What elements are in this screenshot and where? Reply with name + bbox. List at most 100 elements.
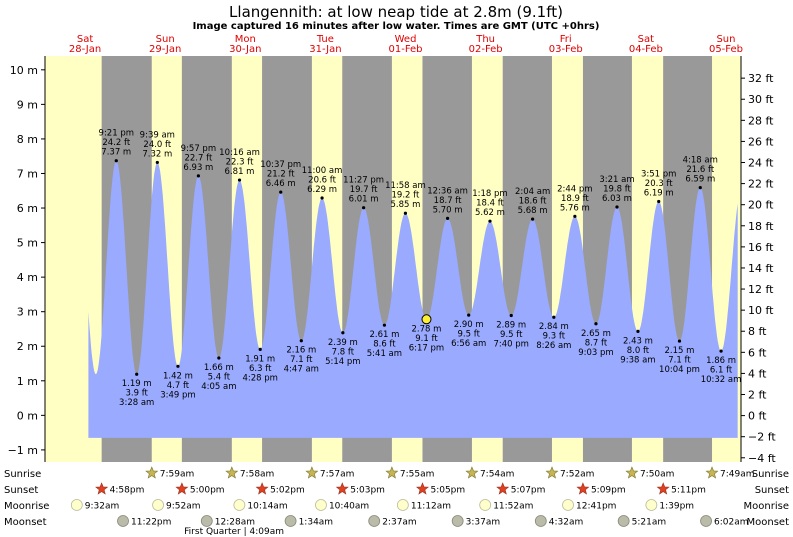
event-time: 5:00pm [190,486,225,496]
high-tide-label: 6.19 m [644,188,674,198]
high-tide-label: 3:21 am [599,175,634,185]
y-tick-label-ft: 14 ft [748,262,774,275]
sunrise-icon [145,466,159,479]
y-tick-label-m: 1 m [17,375,38,388]
event-time: 7:57am [320,470,355,480]
sunset-icon [656,482,670,495]
y-tick-label-ft: 4 ft [748,367,767,380]
high-tide-label: 18.7 ft [434,196,462,206]
event-time: 3:37am [466,518,501,528]
y-tick-label-ft: 30 ft [748,93,774,106]
low-tide-point [135,372,139,376]
moonset-icon [700,515,712,527]
event-row-label-left: Moonrise [4,501,49,512]
low-tide-point [299,339,303,343]
high-tide-label: 7.32 m [142,149,172,159]
low-tide-label: 1.86 m [706,356,736,366]
high-tide-label: 2:44 pm [557,184,592,194]
low-tide-label: 4:47 am [284,365,319,375]
day-label-date: 31-Jan [309,44,341,55]
moon-phase-label: First Quarter | 4:09am [184,527,284,537]
high-tide-label: 19.2 ft [392,191,420,201]
high-tide-label: 5.62 m [475,208,505,218]
high-tide-label: 9:39 am [140,130,175,140]
sunset-icon [335,482,349,495]
y-tick-label-m: 7 m [17,167,38,180]
event-time: 5:21am [632,518,667,528]
high-tide-label: 4:18 am [683,156,718,166]
y-tick-label-ft: 0 ft [748,410,767,423]
high-tide-point [573,214,577,218]
event-time: 7:54am [480,470,515,480]
y-tick-label-ft: 22 ft [748,178,774,191]
high-tide-point [698,186,702,190]
low-tide-label: 2.78 m [412,324,442,334]
moonrise-icon [479,499,492,511]
event-time: 5:05pm [430,486,465,496]
event-time: 10:40am [329,502,369,512]
low-tide-label: 2.43 m [623,336,653,346]
sunrise-icon [305,466,319,479]
low-tide-label: 2.61 m [369,330,399,340]
event-row-label-right: Moonset [747,517,790,528]
low-tide-point [509,313,513,318]
axes: −1 m 0 m 1 m 2 m 3 m 4 m 5 m 6 m 7 m 8 m 9 m 10 m −4… [8,56,776,465]
day-label-weekday: Sun [156,34,175,45]
chart-title: Llangennith: at low neap tide at 2.8m (9… [229,3,563,21]
low-tide-point [176,364,180,368]
event-row-label-left: Sunset [4,485,38,496]
event-time: 2:37am [382,518,417,528]
y-tick-label-ft: 16 ft [748,241,774,254]
y-tick-label-ft: 26 ft [748,135,774,148]
moonset-icon [451,515,464,527]
event-time: 7:52am [560,470,595,480]
low-tide-label: 3:49 pm [160,390,195,400]
high-tide-point [196,174,200,178]
event-time: 11:52am [493,502,533,512]
event-time: 5:02pm [270,486,305,496]
sunset-icon [255,482,269,495]
y-tick-label-ft: 18 ft [748,220,774,233]
high-tide-label: 3:51 pm [641,169,676,179]
low-tide-label: 2.16 m [286,346,316,356]
low-tide-label: 4.7 ft [167,381,190,391]
low-tide-label: 1.91 m [245,354,275,364]
low-tide-label: 8:26 am [536,341,571,351]
low-tide-point [382,323,387,327]
high-tide-label: 20.3 ft [645,179,673,189]
event-row-label-left: Sunrise [4,469,41,480]
event-time: 5:09pm [591,486,626,496]
high-tide-label: 5.76 m [560,203,590,213]
event-time: 1:39pm [659,502,694,512]
low-tide-label: 6:17 pm [409,343,444,353]
low-tide-label: 5.4 ft [208,372,231,382]
high-tide-point [403,211,408,215]
high-tide-label: 6.81 m [225,167,255,177]
high-tide-label: 22.3 ft [226,158,254,168]
y-tick-label-m: 3 m [17,306,38,319]
day-label-date: 03-Feb [549,44,583,55]
current-position-marker [421,314,432,325]
moonrise-icon [562,499,574,511]
high-tide-label: 6.01 m [349,195,379,205]
sunrise-icon [385,466,399,479]
low-tide-point [467,313,471,317]
day-label-weekday: Mon [235,34,256,45]
moonset-icon [284,515,297,527]
high-tide-label: 18.9 ft [561,194,589,204]
high-tide-label: 1:18 pm [472,189,507,199]
event-time: 7:55am [400,470,435,480]
event-row-label-right: Sunset [755,485,789,496]
moonrise-icon [315,499,327,511]
high-tide-label: 24.2 ft [102,138,130,148]
high-tide-point [237,178,242,182]
event-time: 7:59am [160,470,195,480]
y-tick-label-m: 5 m [17,237,38,250]
low-tide-label: 4:28 pm [242,373,277,383]
day-label-weekday: Fri [560,34,572,45]
event-time: 9:32am [85,502,120,512]
high-tide-point [531,217,535,221]
high-tide-label: 18.4 ft [476,199,504,209]
high-tide-point [114,159,118,163]
